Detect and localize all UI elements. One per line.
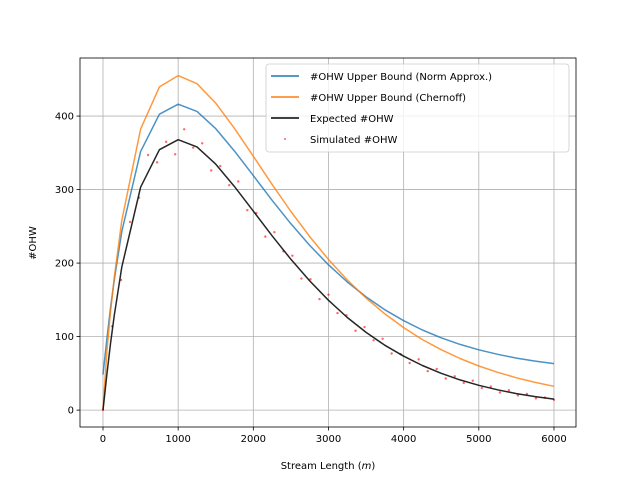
- legend-swatch-simulated: [284, 138, 286, 140]
- legend-label-expected: Expected #OHW: [310, 114, 394, 125]
- simulated-point: [191, 146, 195, 149]
- simulated-point: [417, 358, 420, 361]
- expected-line: [102, 138, 555, 411]
- simulated-point: [390, 352, 393, 355]
- x-tick-label: 4000: [391, 434, 416, 445]
- simulated-point: [489, 385, 493, 388]
- grid: [80, 58, 576, 427]
- chernoff-bound-line: [102, 74, 555, 411]
- simulated-point: [435, 367, 438, 371]
- plot-frame: [79, 57, 577, 428]
- simulated-point: [318, 297, 321, 301]
- y-tick-label: 200: [55, 259, 74, 270]
- x-tick-label: 6000: [541, 434, 566, 445]
- simulated-point: [408, 361, 411, 365]
- simulated-point: [155, 161, 159, 164]
- simulated-point: [246, 208, 249, 212]
- simulated-point: [534, 397, 538, 400]
- simulated-point: [300, 277, 303, 280]
- line-series: [102, 74, 555, 411]
- simulated-point: [182, 128, 186, 131]
- y-axis: 0 100 200 300 400: [55, 112, 80, 417]
- x-tick-label: 2000: [241, 434, 266, 445]
- simulated-point: [164, 140, 168, 143]
- simulated-point: [173, 153, 177, 156]
- simulated-point: [237, 180, 240, 183]
- y-tick-label: 400: [55, 112, 74, 123]
- simulated-point: [291, 254, 294, 257]
- simulated-point: [128, 220, 132, 224]
- simulated-point: [381, 337, 384, 340]
- norm-approx-bound-line: [102, 103, 555, 375]
- simulated-point: [444, 377, 447, 380]
- simulated-point: [453, 375, 456, 378]
- y-axis-label: #OHW: [28, 226, 39, 260]
- simulated-point: [471, 379, 475, 382]
- simulated-point: [210, 169, 213, 172]
- y-tick-label: 0: [68, 406, 74, 417]
- y-tick-label: 300: [55, 185, 74, 196]
- simulated-point: [372, 339, 375, 342]
- x-tick-label: 0: [100, 434, 106, 445]
- legend-label-norm: #OHW Upper Bound (Norm Approx.): [310, 72, 492, 83]
- x-tick-label: 5000: [466, 434, 491, 445]
- legend-label-chernoff: #OHW Upper Bound (Chernoff): [310, 93, 466, 104]
- simulated-point: [219, 164, 222, 168]
- simulated-point: [354, 329, 357, 332]
- simulated-point: [228, 183, 231, 187]
- simulated-point: [516, 394, 520, 397]
- simulated-point: [498, 391, 502, 394]
- simulated-point: [146, 153, 150, 157]
- legend-label-simulated: Simulated #OHW: [310, 135, 397, 146]
- simulated-point: [264, 235, 267, 238]
- simulated-point: [426, 369, 429, 373]
- simulated-point: [201, 142, 204, 145]
- simulated-point: [363, 325, 366, 329]
- simulated-point: [336, 311, 339, 315]
- legend: #OHW Upper Bound (Norm Approx.) #OHW Upp…: [265, 63, 570, 153]
- simulated-point: [462, 381, 465, 385]
- x-tick-label: 1000: [165, 434, 190, 445]
- y-tick-label: 100: [55, 332, 74, 343]
- x-tick-label: 3000: [316, 434, 341, 445]
- simulated-point: [273, 231, 276, 234]
- x-axis-label: Stream Length (m): [281, 461, 376, 472]
- simulated-point: [309, 278, 312, 281]
- simulated-point: [480, 386, 484, 390]
- simulated-point: [327, 293, 330, 296]
- simulated-point: [507, 389, 511, 392]
- x-axis: 0 1000 2000 3000 4000 5000 6000: [100, 427, 567, 445]
